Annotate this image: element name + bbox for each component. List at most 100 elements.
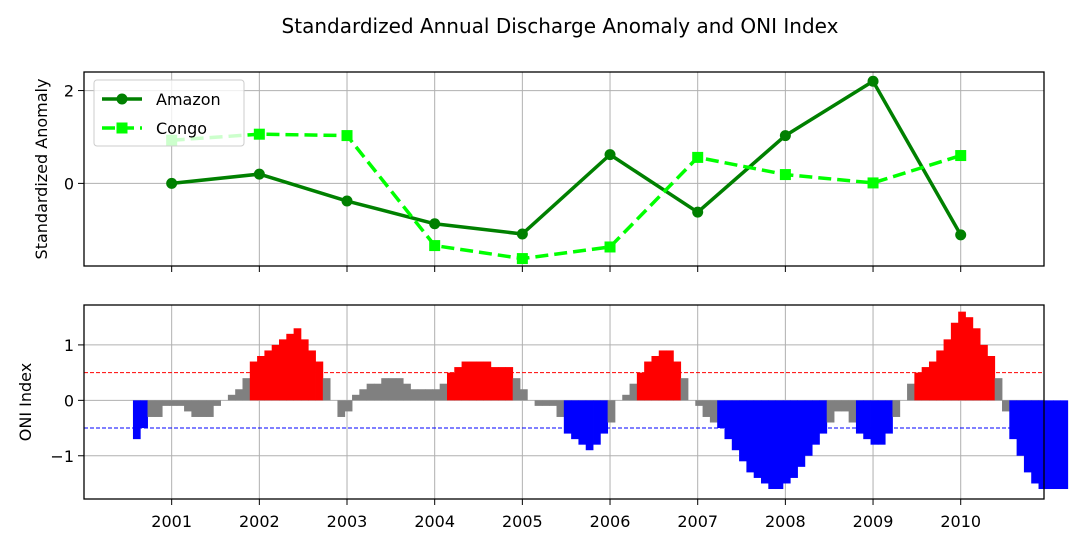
oni-bar <box>673 361 682 401</box>
chart-title: Standardized Annual Discharge Anomaly an… <box>282 14 839 38</box>
oni-bar <box>775 400 784 490</box>
bottom-xtick-label: 2005 <box>502 512 543 531</box>
oni-bar <box>534 400 543 406</box>
oni-bar <box>279 339 287 401</box>
oni-bar <box>578 400 587 445</box>
oni-bar <box>965 317 974 401</box>
oni-bar <box>826 400 835 423</box>
oni-bar <box>724 400 733 440</box>
oni-bar <box>198 400 207 417</box>
oni-bar <box>373 383 382 401</box>
congo-point <box>692 151 704 163</box>
oni-bar <box>855 400 864 434</box>
oni-bar <box>162 400 170 406</box>
amazon-point <box>867 75 879 87</box>
congo-point <box>341 130 353 142</box>
top-axes-frame <box>83 71 1045 267</box>
oni-bar <box>885 400 893 434</box>
legend-marker-congo <box>116 122 128 134</box>
oni-bar <box>286 333 295 401</box>
amazon-point <box>516 228 528 240</box>
bottom-xtick-label: 2006 <box>590 512 631 531</box>
bottom-ytick-label: 0 <box>64 391 74 410</box>
oni-bar <box>366 383 375 401</box>
legend: Amazon Congo <box>93 79 245 147</box>
oni-bar <box>359 389 368 401</box>
oni-bar <box>483 361 492 401</box>
oni-bar <box>804 400 813 456</box>
oni-bar <box>666 350 674 401</box>
oni-bar <box>972 328 981 401</box>
oni-bar <box>936 350 944 401</box>
oni-bar <box>556 400 565 417</box>
top-y-ticks: 02 <box>64 82 84 193</box>
oni-bar <box>790 400 798 478</box>
series-line-amazon <box>171 79 963 236</box>
top-ytick-label: 2 <box>64 82 74 101</box>
oni-bar <box>680 378 689 401</box>
oni-bar <box>870 400 879 445</box>
oni-bar <box>644 361 652 401</box>
oni-bar <box>403 383 411 401</box>
oni-bar <box>191 400 200 417</box>
oni-bar <box>958 311 966 401</box>
bottom-y-ticks: −1 0 1 <box>50 336 84 466</box>
oni-bar <box>950 322 959 401</box>
oni-bar <box>782 400 791 484</box>
oni-bar <box>1045 400 1054 490</box>
oni-bar <box>541 400 550 406</box>
oni-bar <box>242 378 251 401</box>
oni-bar <box>446 372 455 401</box>
oni-bar <box>337 400 346 417</box>
oni-bar <box>622 394 630 401</box>
oni-bar <box>607 400 616 423</box>
oni-bar <box>425 389 433 401</box>
oni-bar <box>563 400 572 434</box>
oni-bar <box>271 344 280 401</box>
oni-bar <box>994 378 1003 401</box>
bottom-y-axis-label: ONI Index <box>16 363 35 441</box>
top-ytick-label: 0 <box>64 174 74 193</box>
oni-bar <box>227 394 236 401</box>
oni-bar <box>585 400 594 451</box>
oni-bar <box>819 400 828 434</box>
oni-bar <box>300 339 309 401</box>
bottom-xtick-label: 2002 <box>239 512 280 531</box>
oni-bar <box>651 355 660 401</box>
oni-bar <box>154 400 163 417</box>
bottom-x-ticks: 2001 2002 2003 2004 2005 2006 2007 2008 2009 2010 <box>151 499 981 531</box>
oni-bar <box>1002 400 1010 412</box>
oni-bar <box>928 361 937 401</box>
congo-point <box>867 177 879 189</box>
congo-point <box>779 169 791 181</box>
bottom-ytick-label: −1 <box>50 447 74 466</box>
threshold-lines <box>84 372 1044 429</box>
oni-bar <box>1023 400 1032 473</box>
amazon-point <box>253 168 265 180</box>
amazon-point <box>779 130 791 142</box>
oni-bar <box>1009 400 1018 440</box>
oni-bar <box>512 378 521 401</box>
oni-bar <box>381 378 389 401</box>
amazon-point <box>955 229 967 241</box>
oni-bar <box>235 389 243 401</box>
oni-bar <box>709 400 718 423</box>
oni-bar <box>658 350 667 401</box>
bottom-xtick-label: 2010 <box>940 512 981 531</box>
oni-bar <box>388 378 397 401</box>
oni-bar <box>768 400 777 490</box>
oni-bar <box>717 400 725 429</box>
oni-bar <box>863 400 871 440</box>
oni-bar <box>731 400 740 451</box>
legend-label-congo: Congo <box>156 119 207 138</box>
oni-bar <box>417 389 426 401</box>
oni-bar <box>461 361 470 401</box>
oni-bar <box>184 400 192 412</box>
congo-point <box>955 150 967 162</box>
oni-bar <box>695 400 703 406</box>
top-y-axis-label: Standardized Anomaly <box>32 79 51 260</box>
oni-bar <box>468 361 477 401</box>
congo-point <box>604 241 616 253</box>
oni-bar <box>322 378 331 401</box>
